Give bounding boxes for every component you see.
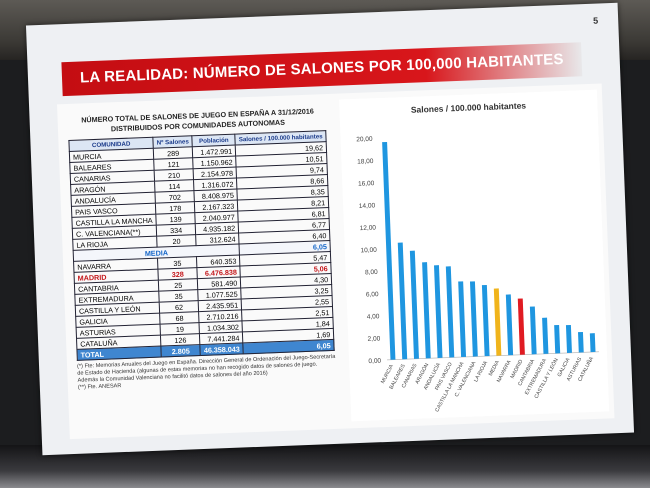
table-body: MURCIA 289 1.472.991 19,62 BALEARES 121 1.150.… [69,141,335,361]
bar-murcia [382,141,396,360]
bar-cataluña [589,333,596,353]
y-tick-label: 10,00 [360,247,377,255]
bar-extremadura [542,317,549,354]
y-tick-label: 4,00 [367,313,380,320]
x-axis-line [387,351,599,361]
bar-castilla-la-mancha [458,281,467,358]
bar-c-valenciana [469,281,478,357]
bar-galicia [565,324,572,353]
y-tick-label: 0,00 [368,358,381,365]
slide-content: NÚMERO TOTAL DE SALONES DE JUEGO EN ESPA… [57,83,615,440]
cell-comunidad: TOTAL [76,346,162,361]
bar-canarias [409,250,419,359]
y-tick-label: 8,00 [365,269,378,276]
cell-salones: 2.805 [160,344,201,358]
salones-table: COMUNIDAD Nº Salones Población Salones /… [68,130,335,361]
cell-ratio: 6,05 [243,339,335,354]
y-tick-label: 12,00 [360,225,377,233]
y-tick-label: 20,00 [356,136,373,144]
y-tick-label: 16,00 [358,180,375,188]
bar-pais-vasco [445,266,455,358]
table-notes: (*) Fte: Memorias Anuales del Juego en E… [77,354,338,392]
bar-cantabria [529,306,537,355]
bar-chart: 0,00 2,00 4,00 6,00 8,00 10,00 12,00 14,00 16,00… [356,136,599,413]
y-tick-label: 2,00 [367,335,380,342]
bar-asturias [578,331,584,353]
bar-baleares [397,242,408,360]
table-panel: NÚMERO TOTAL DE SALONES DE JUEGO EN ESPA… [67,106,337,392]
projection-screen: 5 LA REALIDAD: NÚMERO DE SALONES POR 100… [25,2,635,456]
bar-andalucía [434,265,443,358]
slide-title: LA REALIDAD: NÚMERO DE SALONES POR 100,0… [79,50,564,87]
chart-panel: Salones / 100.000 habitantes 0,00 2,00 4,0… [339,89,610,422]
bar-madrid [517,298,525,355]
bar-navarra [505,294,514,356]
bar-castilla-y-león [554,324,561,354]
y-tick-label: 6,00 [366,291,379,298]
cell-poblacion: 46.358.043 [200,342,244,356]
bar-la-rioja [481,284,490,357]
bar-aragón [422,262,431,359]
y-tick-label: 14,00 [359,202,376,210]
page-number: 5 [592,15,599,26]
y-tick-label: 18,00 [357,158,374,166]
bar-media [493,288,502,356]
